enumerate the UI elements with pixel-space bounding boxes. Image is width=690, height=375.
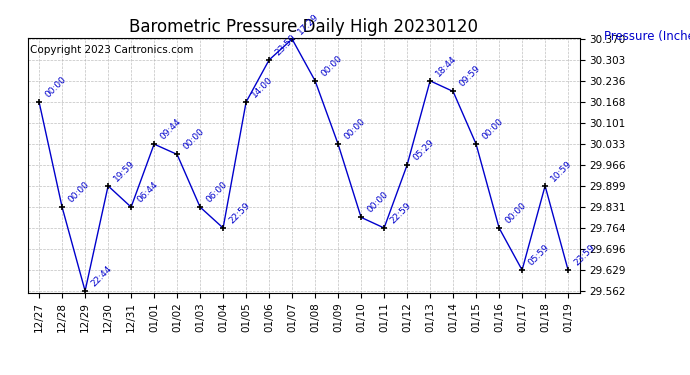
Text: 17:29: 17:29 bbox=[296, 12, 321, 36]
Text: 06:44: 06:44 bbox=[135, 180, 160, 204]
Text: 00:00: 00:00 bbox=[66, 180, 91, 204]
Text: 22:59: 22:59 bbox=[388, 201, 413, 225]
Text: 09:44: 09:44 bbox=[158, 117, 183, 141]
Text: 06:00: 06:00 bbox=[204, 180, 229, 204]
Text: 09:59: 09:59 bbox=[457, 64, 482, 88]
Text: 05:29: 05:29 bbox=[411, 138, 436, 162]
Text: 00:00: 00:00 bbox=[503, 201, 528, 225]
Text: 00:00: 00:00 bbox=[342, 117, 367, 141]
Text: 00:00: 00:00 bbox=[319, 53, 344, 78]
Title: Barometric Pressure Daily High 20230120: Barometric Pressure Daily High 20230120 bbox=[129, 18, 478, 36]
Text: 18:44: 18:44 bbox=[434, 54, 459, 78]
Text: 00:00: 00:00 bbox=[365, 190, 390, 214]
Text: 22:59: 22:59 bbox=[227, 201, 252, 225]
Text: 00:00: 00:00 bbox=[480, 117, 505, 141]
Y-axis label: Pressure (Inches/Hg): Pressure (Inches/Hg) bbox=[604, 30, 690, 43]
Text: 19:59: 19:59 bbox=[112, 159, 137, 183]
Text: 00:00: 00:00 bbox=[43, 75, 68, 99]
Text: 05:59: 05:59 bbox=[526, 243, 551, 267]
Text: 23:59: 23:59 bbox=[273, 33, 298, 57]
Text: 10:59: 10:59 bbox=[549, 159, 574, 183]
Text: 22:44: 22:44 bbox=[89, 264, 114, 288]
Text: 14:00: 14:00 bbox=[250, 75, 275, 99]
Text: 23:59: 23:59 bbox=[572, 243, 597, 267]
Text: 00:00: 00:00 bbox=[181, 127, 206, 152]
Text: Copyright 2023 Cartronics.com: Copyright 2023 Cartronics.com bbox=[30, 45, 194, 55]
